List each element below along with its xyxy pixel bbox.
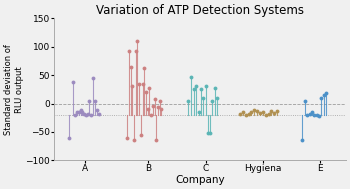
Title: Variation of ATP Detection Systems: Variation of ATP Detection Systems [96, 4, 304, 17]
Y-axis label: Standard deviation of
RLU output: Standard deviation of RLU output [4, 44, 23, 135]
X-axis label: Company: Company [175, 175, 225, 185]
